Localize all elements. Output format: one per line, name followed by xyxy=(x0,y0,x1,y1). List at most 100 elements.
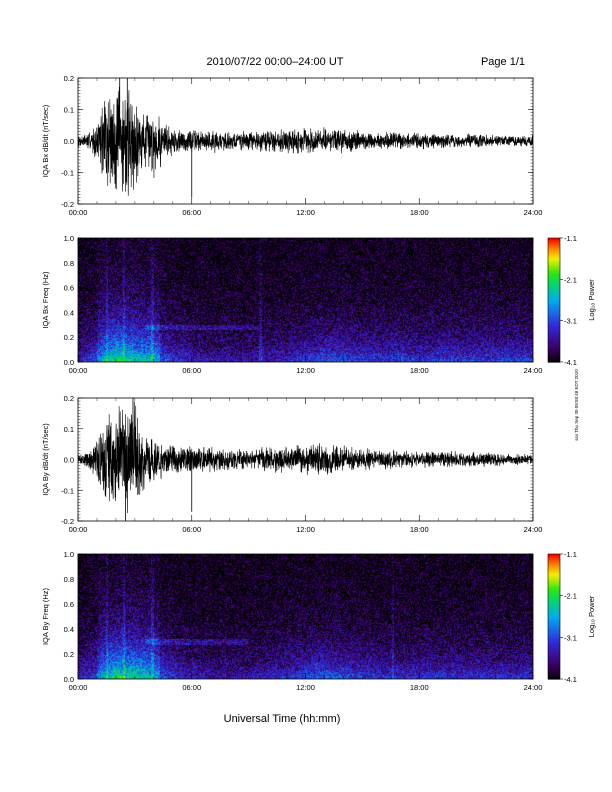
colorbar-cell xyxy=(548,558,560,561)
bx-freq-panel: 1.0 0.8 0.6 0.4 0.2 0.0 IQA Bx Freq (Hz) 00:00 0… xyxy=(41,234,596,375)
colorbar-cell xyxy=(548,562,560,566)
page-title: 2010/07/22 00:00–24:00 UT xyxy=(206,56,343,68)
colorbar-cell xyxy=(548,291,560,295)
x-tick-label: 18:00 xyxy=(410,208,429,217)
colorbar-cell xyxy=(548,568,560,572)
colorbar-cell xyxy=(548,572,560,576)
x-tick-label: 12:00 xyxy=(296,525,315,534)
colorbar-cell xyxy=(548,649,560,653)
colorbar-cell xyxy=(548,349,560,353)
colorbar-cell xyxy=(548,250,560,254)
y-tick-label: 0.4 xyxy=(64,625,74,634)
y-tick-label: 0.6 xyxy=(64,600,74,609)
y-tick-label: 0.4 xyxy=(64,308,74,317)
bx-dbdt-panel: 0.2 0.1 0.0 -0.1 -0.2 IQA Bx dB/dt (nT/sec) 00… xyxy=(41,74,542,217)
x-tick-label: 00:00 xyxy=(69,366,88,375)
colorbar-cell xyxy=(548,326,560,330)
colorbar-tick-label: -2.1 xyxy=(564,275,577,284)
colorbar-cell xyxy=(548,591,560,595)
colorbar-cell xyxy=(548,676,560,680)
colorbar-cell xyxy=(548,331,560,334)
colorbar-cell xyxy=(548,660,560,663)
by-dbdt-panel: 0.2 0.1 0.0 -0.1 -0.2 IQA By dB/dt (nT/sec) 00… xyxy=(41,394,542,534)
colorbar-cell xyxy=(548,581,560,584)
colorbar-cell xyxy=(548,606,560,609)
colorbar-cell xyxy=(548,597,560,601)
colorbar-cell xyxy=(548,556,560,559)
colorbar-cell xyxy=(548,583,560,586)
y-tick-label: 0.8 xyxy=(64,575,74,584)
y-tick-label: 0.0 xyxy=(64,358,74,367)
colorbar-cell xyxy=(548,604,560,607)
colorbar-frame xyxy=(547,553,561,680)
y-tick-label: 0.0 xyxy=(64,137,74,146)
colorbar-cell xyxy=(548,560,560,563)
colorbar-cell xyxy=(548,281,560,285)
colorbar-cell xyxy=(548,643,560,647)
colorbar-cell xyxy=(548,554,560,557)
colorbar-cell xyxy=(548,242,560,245)
colorbar-cell xyxy=(548,353,560,357)
by-freq-colorbar: -1.1 -2.1 -3.1 -4.1 Log₁₀ Power xyxy=(547,550,596,684)
colorbar-cell xyxy=(548,579,560,582)
x-tick-label: 06:00 xyxy=(182,525,201,534)
x-tick-label: 06:00 xyxy=(182,208,201,217)
colorbar-cell xyxy=(548,631,560,634)
y-axis-label: IQA Bx Freq (Hz) xyxy=(41,271,50,329)
colorbar-cell xyxy=(548,645,560,649)
colorbar-cell xyxy=(548,304,560,307)
colorbar-cell xyxy=(548,595,560,599)
colorbar-cell xyxy=(548,635,560,638)
colorbar-cell xyxy=(548,254,560,258)
colorbar-cell xyxy=(548,320,560,324)
colorbar-cell xyxy=(548,658,560,661)
by-freq-spectrogram xyxy=(78,554,533,679)
colorbar-cell xyxy=(548,626,560,630)
colorbar-cell xyxy=(548,337,560,340)
colorbar-cell xyxy=(548,668,560,672)
colorbar-cell xyxy=(548,318,560,322)
colorbar-cell xyxy=(548,608,560,611)
colorbar-cell xyxy=(548,570,560,574)
colorbar-cell xyxy=(548,566,560,570)
colorbar-cell xyxy=(548,264,560,268)
colorbar-cell xyxy=(548,616,560,620)
colorbar-cell xyxy=(548,238,560,241)
y-axis-label: IQA By dB/dt (nT/sec) xyxy=(41,423,50,496)
colorbar-cell xyxy=(548,339,560,342)
y-tick-label: 0.2 xyxy=(64,333,74,342)
y-tick-label: 0.2 xyxy=(64,74,74,83)
colorbar-cell xyxy=(548,656,560,659)
y-tick-label: 0.2 xyxy=(64,394,74,403)
y-tick-label: 0.6 xyxy=(64,284,74,293)
colorbar-frame xyxy=(547,237,561,363)
x-axis-label: Universal Time (hh:mm) xyxy=(224,713,341,725)
colorbar-cell xyxy=(548,574,560,578)
colorbar-cell xyxy=(548,343,560,347)
x-tick-label: 12:00 xyxy=(296,208,315,217)
colorbar-cell xyxy=(548,622,560,626)
colorbar-cell xyxy=(548,297,560,301)
x-tick-label: 24:00 xyxy=(524,525,543,534)
colorbar-cell xyxy=(548,633,560,636)
colorbar-cell xyxy=(548,351,560,355)
colorbar-cell xyxy=(548,620,560,624)
colorbar-cell xyxy=(548,287,560,291)
colorbar-cell xyxy=(548,269,560,272)
y-tick-label: 0.0 xyxy=(64,675,74,684)
colorbar-tick-label: -1.1 xyxy=(564,550,577,559)
colorbar-cell xyxy=(548,324,560,328)
colorbar-cell xyxy=(548,277,560,280)
x-tick-label: 12:00 xyxy=(296,683,315,692)
colorbar-cell xyxy=(548,359,560,363)
colorbar-label: Log₁₀ Power xyxy=(587,279,596,321)
colorbar-cell xyxy=(548,345,560,349)
x-tick-label: 18:00 xyxy=(410,683,429,692)
y-tick-label: 0.8 xyxy=(64,259,74,268)
colorbar-cell xyxy=(548,258,560,262)
colorbar-cell xyxy=(548,333,560,336)
colorbar-tick-label: -4.1 xyxy=(564,358,577,367)
x-tick-label: 18:00 xyxy=(410,366,429,375)
x-tick-label: 00:00 xyxy=(69,683,88,692)
bx-freq-spectrogram xyxy=(78,238,533,362)
